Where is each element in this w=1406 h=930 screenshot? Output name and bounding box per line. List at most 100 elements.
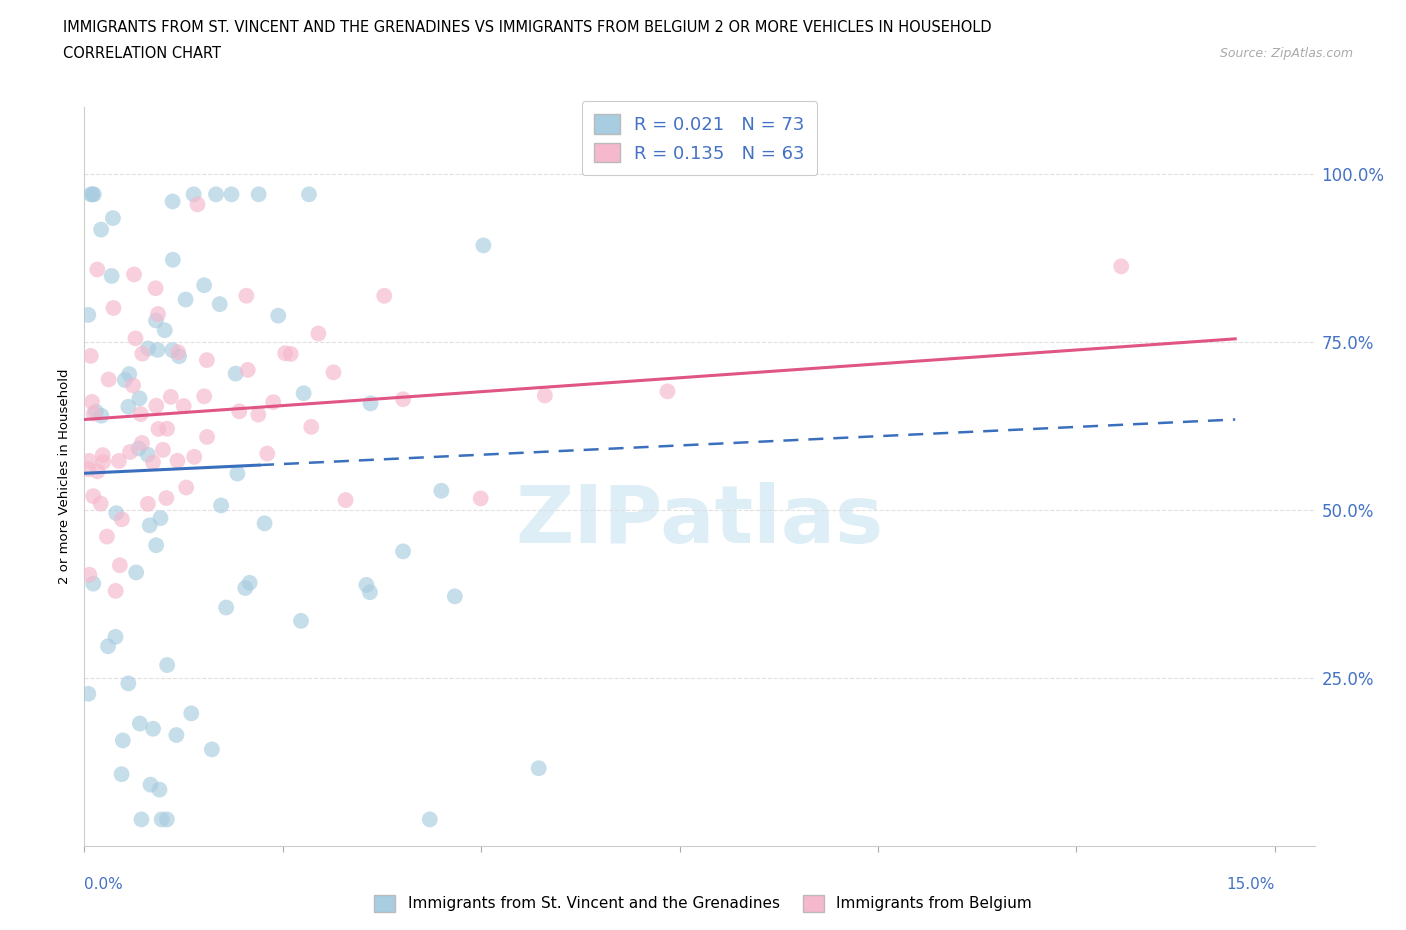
Point [111, 512, 134, 526]
Point [208, 297, 231, 312]
Point [534, 388, 557, 403]
Point [173, 399, 195, 414]
Point [91, 455, 114, 470]
Point [274, 346, 297, 361]
Point [159, 390, 181, 405]
Point [290, 614, 312, 629]
Point [392, 392, 415, 406]
Point [174, 292, 197, 307]
Point [145, 398, 167, 413]
Point [180, 706, 202, 721]
Point [430, 484, 453, 498]
Point [90, 408, 112, 423]
Point [228, 404, 250, 418]
Point [150, 812, 173, 827]
Point [167, 349, 190, 364]
Point [162, 343, 184, 358]
Point [419, 812, 441, 827]
Point [356, 578, 378, 592]
Point [142, 722, 165, 737]
Text: ZIPatlas: ZIPatlas [516, 482, 883, 560]
Point [162, 194, 184, 209]
Text: Source: ZipAtlas.com: Source: ZipAtlas.com [1219, 46, 1353, 60]
Point [108, 454, 131, 469]
Point [472, 238, 495, 253]
Point [84, 405, 107, 419]
Point [124, 331, 146, 346]
Text: CORRELATION CHART: CORRELATION CHART [63, 46, 221, 61]
Point [125, 565, 148, 580]
Point [91, 447, 114, 462]
Point [247, 187, 270, 202]
Point [136, 447, 159, 462]
Point [153, 323, 176, 338]
Point [253, 516, 276, 531]
Point [142, 455, 165, 470]
Point [77, 308, 100, 323]
Text: 15.0%: 15.0% [1226, 877, 1275, 892]
Point [122, 267, 145, 282]
Point [146, 342, 169, 357]
Point [373, 288, 395, 303]
Point [221, 187, 243, 202]
Point [77, 454, 100, 469]
Text: IMMIGRANTS FROM ST. VINCENT AND THE GRENADINES VS IMMIGRANTS FROM BELGIUM 2 OR M: IMMIGRANTS FROM ST. VINCENT AND THE GREN… [63, 20, 991, 35]
Point [145, 313, 167, 328]
Text: 0.0%: 0.0% [84, 877, 124, 892]
Legend: R = 0.021   N = 73, R = 0.135   N = 63: R = 0.021 N = 73, R = 0.135 N = 63 [582, 101, 817, 175]
Point [335, 493, 357, 508]
Point [360, 396, 382, 411]
Point [104, 630, 127, 644]
Point [205, 187, 228, 202]
Point [657, 384, 679, 399]
Point [165, 727, 187, 742]
Point [82, 489, 104, 504]
Point [83, 187, 105, 202]
Point [162, 252, 184, 267]
Point [156, 421, 179, 436]
Point [148, 782, 170, 797]
Point [117, 676, 139, 691]
Point [83, 406, 105, 421]
Point [100, 269, 122, 284]
Point [307, 326, 329, 341]
Point [215, 600, 238, 615]
Point [155, 491, 177, 506]
Point [136, 341, 159, 356]
Point [128, 441, 150, 456]
Point [470, 491, 492, 506]
Point [136, 497, 159, 512]
Point [104, 583, 127, 598]
Point [114, 373, 136, 388]
Point [101, 211, 124, 226]
Point [226, 466, 249, 481]
Point [86, 262, 108, 277]
Point [129, 406, 152, 421]
Point [152, 443, 174, 458]
Point [80, 394, 103, 409]
Point [298, 187, 321, 202]
Point [103, 300, 125, 315]
Point [139, 777, 162, 792]
Point [292, 386, 315, 401]
Point [122, 378, 145, 392]
Point [90, 222, 112, 237]
Point [146, 307, 169, 322]
Point [86, 464, 108, 479]
Point [108, 558, 131, 573]
Point [322, 365, 344, 379]
Point [138, 518, 160, 533]
Point [90, 497, 112, 512]
Point [1109, 259, 1132, 273]
Point [201, 742, 224, 757]
Point [256, 446, 278, 461]
Point [236, 363, 259, 378]
Legend: Immigrants from St. Vincent and the Grenadines, Immigrants from Belgium: Immigrants from St. Vincent and the Gren… [368, 889, 1038, 918]
Point [262, 394, 284, 409]
Point [193, 389, 215, 404]
Point [195, 352, 218, 367]
Point [209, 498, 232, 512]
Point [235, 288, 257, 303]
Point [97, 639, 120, 654]
Point [148, 421, 170, 436]
